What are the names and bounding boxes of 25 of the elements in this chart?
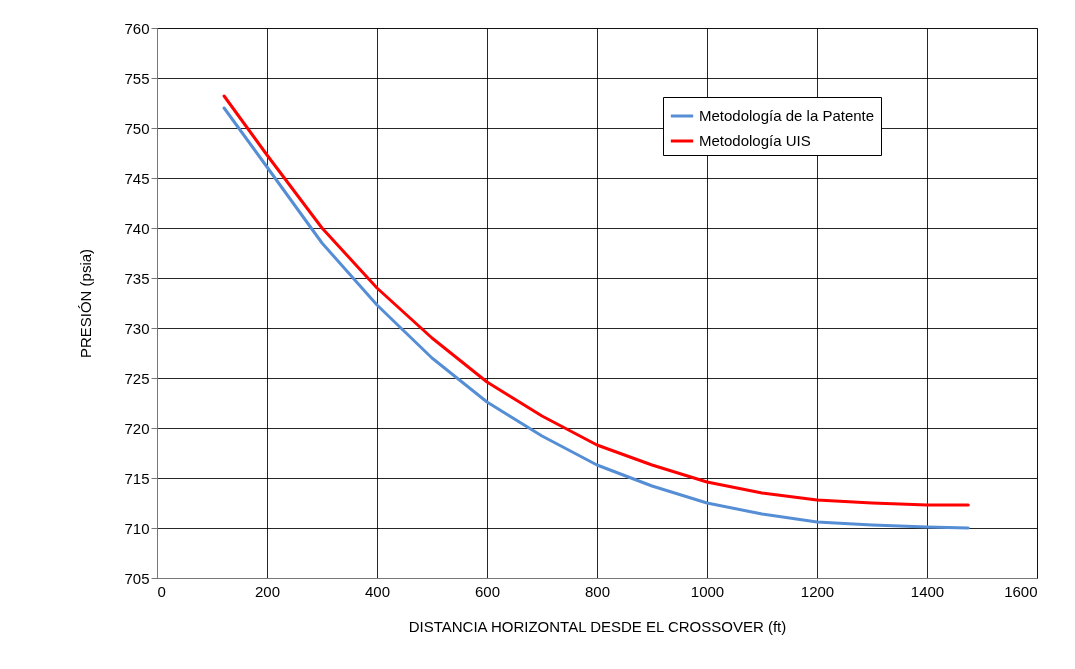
x-tick-label: 400 [364, 582, 391, 600]
y-tick-label: 720 [124, 419, 150, 437]
x-tick-label: 800 [584, 582, 611, 600]
y-axis-title: PRESIÓN (psia) [77, 248, 95, 359]
x-tick-label: 1400 [910, 582, 945, 600]
x-tick-label: 1000 [690, 582, 725, 600]
x-axis-title: DISTANCIA HORIZONTAL DESDE EL CROSSOVER (ft) [408, 617, 787, 635]
y-tick-label: 755 [124, 69, 150, 87]
y-tick-label: 745 [124, 169, 150, 187]
legend-label: Metodología de la Patente [699, 107, 875, 124]
x-tick-label: 600 [474, 582, 501, 600]
x-tick-label: 1200 [800, 582, 835, 600]
legend-label: Metodología UIS [699, 132, 811, 149]
x-tick-label: 1600 [1004, 582, 1038, 600]
y-tick-label: 705 [124, 569, 150, 587]
y-tick-label: 750 [124, 119, 150, 137]
x-tick-label: 200 [254, 582, 281, 600]
y-tick-label: 730 [124, 319, 150, 337]
y-tick-label: 715 [124, 469, 150, 487]
y-tick-label: 725 [124, 369, 150, 387]
y-tick-label: 760 [124, 19, 150, 37]
y-tick-label: 735 [124, 269, 150, 287]
y-tick-label: 710 [124, 519, 150, 537]
y-tick-label: 740 [124, 219, 150, 237]
x-tick-label: 0 [157, 582, 166, 600]
